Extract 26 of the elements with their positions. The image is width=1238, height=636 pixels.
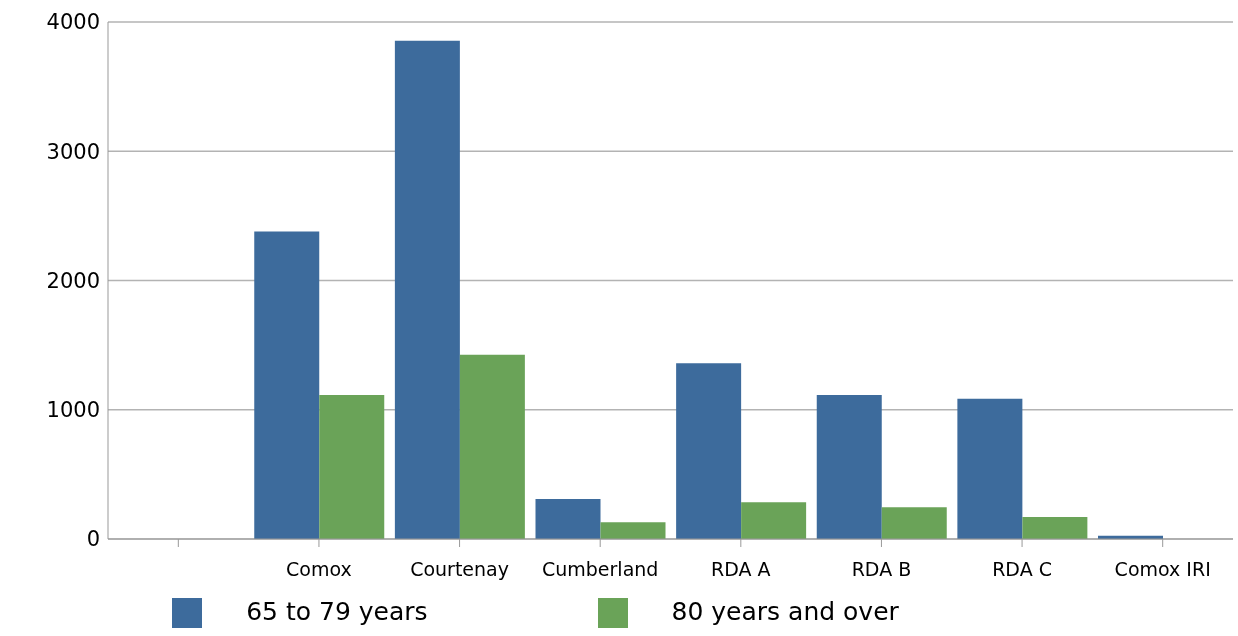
bar xyxy=(1022,517,1088,539)
x-tick-label: RDA A xyxy=(711,558,771,581)
x-tick-label: Comox xyxy=(286,558,352,581)
bar xyxy=(957,398,1023,539)
x-tick-label: RDA C xyxy=(992,558,1052,581)
bar xyxy=(600,522,666,539)
bar xyxy=(394,40,460,539)
y-tick-label: 2000 xyxy=(46,268,100,293)
x-tick-label: Courtenay xyxy=(410,558,509,581)
bar xyxy=(254,231,320,539)
x-tick-label: RDA B xyxy=(851,558,912,581)
bar xyxy=(741,502,807,539)
y-tick-label: 0 xyxy=(86,527,100,552)
x-tick-label: Comox IRI xyxy=(1114,558,1211,581)
bar xyxy=(676,363,742,539)
x-tick-label: Cumberland xyxy=(541,558,659,581)
bar xyxy=(881,507,947,539)
legend-label: 65 to 79 years xyxy=(246,597,428,626)
y-tick-label: 3000 xyxy=(46,139,100,164)
legend-label: 80 years and over xyxy=(671,597,899,626)
y-tick-label: 4000 xyxy=(46,10,100,35)
bar xyxy=(459,354,525,539)
bar xyxy=(816,394,882,539)
bar xyxy=(319,394,385,539)
y-tick-label: 1000 xyxy=(46,398,100,423)
bar xyxy=(535,498,601,539)
